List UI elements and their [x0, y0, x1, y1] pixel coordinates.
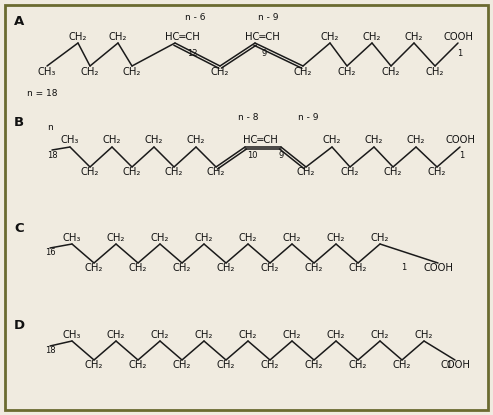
Text: CH₂: CH₂ [415, 330, 433, 340]
Text: CH₂: CH₂ [426, 67, 444, 77]
Text: CH₂: CH₂ [294, 67, 312, 77]
Text: HC═CH: HC═CH [245, 32, 280, 42]
Text: CH₂: CH₂ [165, 167, 183, 177]
Text: CH₂: CH₂ [129, 263, 147, 273]
Text: CH₂: CH₂ [428, 167, 446, 177]
Text: D: D [14, 318, 25, 332]
Text: n - 9: n - 9 [258, 14, 278, 22]
Text: 18: 18 [47, 151, 57, 159]
Text: COOH: COOH [423, 263, 453, 273]
Text: CH₂: CH₂ [384, 167, 402, 177]
Text: HC═CH: HC═CH [165, 32, 199, 42]
Text: 12: 12 [187, 49, 197, 58]
Text: COOH: COOH [440, 360, 470, 370]
Text: CH₂: CH₂ [327, 330, 345, 340]
Text: CH₂: CH₂ [382, 67, 400, 77]
Text: B: B [14, 115, 24, 129]
Text: CH₂: CH₂ [81, 67, 99, 77]
Text: CH₃: CH₃ [38, 67, 56, 77]
Text: CH₂: CH₂ [363, 32, 381, 42]
Text: CH₂: CH₂ [151, 330, 169, 340]
Text: CH₂: CH₂ [107, 233, 125, 243]
Text: CH₂: CH₂ [349, 263, 367, 273]
Text: CH₂: CH₂ [129, 360, 147, 370]
Text: COOH: COOH [445, 135, 475, 145]
Text: CH₂: CH₂ [145, 135, 163, 145]
Text: CH₂: CH₂ [323, 135, 341, 145]
Text: 9: 9 [279, 151, 283, 159]
Text: CH₂: CH₂ [341, 167, 359, 177]
Text: CH₂: CH₂ [371, 330, 389, 340]
Text: CH₂: CH₂ [195, 330, 213, 340]
Text: CH₂: CH₂ [305, 263, 323, 273]
Text: 1: 1 [458, 49, 462, 58]
Text: CH₂: CH₂ [109, 32, 127, 42]
Text: CH₂: CH₂ [85, 360, 103, 370]
Text: CH₂: CH₂ [123, 167, 141, 177]
Text: CH₂: CH₂ [239, 233, 257, 243]
Text: CH₂: CH₂ [69, 32, 87, 42]
Text: 18: 18 [45, 346, 55, 354]
Text: CH₂: CH₂ [103, 135, 121, 145]
Text: CH₂: CH₂ [211, 67, 229, 77]
Text: n: n [47, 124, 53, 132]
Text: CH₂: CH₂ [261, 263, 279, 273]
Text: CH₃: CH₃ [63, 233, 81, 243]
Text: CH₂: CH₂ [283, 233, 301, 243]
Text: n - 6: n - 6 [185, 14, 205, 22]
Text: CH₂: CH₂ [261, 360, 279, 370]
Text: CH₂: CH₂ [207, 167, 225, 177]
Text: CH₂: CH₂ [305, 360, 323, 370]
Text: n - 9: n - 9 [298, 113, 318, 122]
Text: 16: 16 [45, 247, 55, 256]
Text: 9: 9 [261, 49, 267, 58]
Text: CH₂: CH₂ [338, 67, 356, 77]
Text: CH₂: CH₂ [217, 263, 235, 273]
Text: COOH: COOH [443, 32, 473, 42]
Text: CH₂: CH₂ [217, 360, 235, 370]
Text: CH₂: CH₂ [195, 233, 213, 243]
Text: CH₂: CH₂ [85, 263, 103, 273]
Text: CH₂: CH₂ [173, 360, 191, 370]
Text: CH₂: CH₂ [151, 233, 169, 243]
Text: CH₂: CH₂ [365, 135, 383, 145]
Text: CH₂: CH₂ [187, 135, 205, 145]
Text: n = 18: n = 18 [27, 90, 57, 98]
Text: CH₂: CH₂ [123, 67, 141, 77]
Text: A: A [14, 15, 24, 29]
Text: CH₂: CH₂ [81, 167, 99, 177]
Text: CH₂: CH₂ [405, 32, 423, 42]
Text: CH₂: CH₂ [107, 330, 125, 340]
Text: 1: 1 [459, 151, 464, 159]
Text: CH₂: CH₂ [283, 330, 301, 340]
Text: 1: 1 [446, 361, 452, 369]
Text: 10: 10 [247, 151, 257, 159]
Text: CH₂: CH₂ [407, 135, 425, 145]
Text: CH₂: CH₂ [327, 233, 345, 243]
Text: CH₂: CH₂ [371, 233, 389, 243]
Text: CH₃: CH₃ [63, 330, 81, 340]
Text: C: C [14, 222, 24, 234]
Text: CH₂: CH₂ [239, 330, 257, 340]
Text: n - 8: n - 8 [238, 113, 258, 122]
Text: 1: 1 [401, 264, 407, 273]
Text: CH₃: CH₃ [61, 135, 79, 145]
Text: CH₂: CH₂ [393, 360, 411, 370]
Text: HC═CH: HC═CH [243, 135, 278, 145]
Text: CH₂: CH₂ [297, 167, 315, 177]
Text: CH₂: CH₂ [349, 360, 367, 370]
Text: CH₂: CH₂ [173, 263, 191, 273]
Text: CH₂: CH₂ [321, 32, 339, 42]
